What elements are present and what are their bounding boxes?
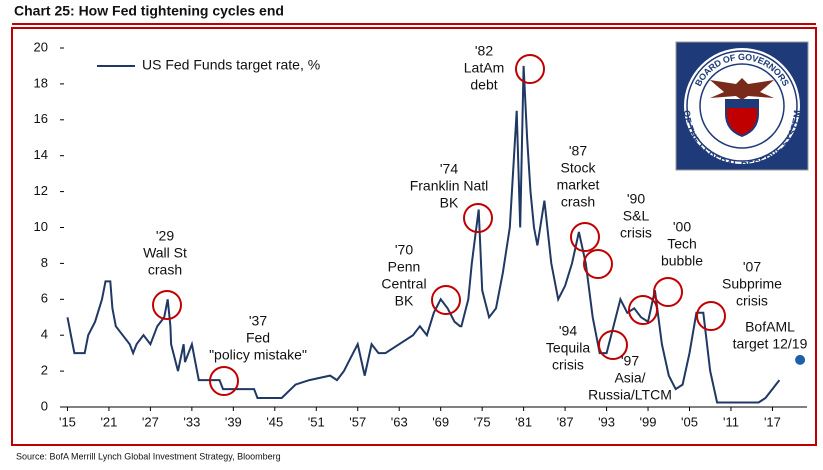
x-tick-label: '75 [474, 414, 491, 429]
y-tick-label: 6 [41, 291, 48, 306]
y-tick-label: 4 [41, 327, 48, 342]
x-tick-label: '81 [515, 414, 532, 429]
annotation: Subprime [722, 276, 782, 292]
annotation: '07 [743, 259, 761, 275]
x-tick-label: '63 [391, 414, 408, 429]
annotation: crisis [736, 293, 768, 309]
x-tick-label: '17 [764, 414, 781, 429]
chart-title: Chart 25: How Fed tightening cycles end [14, 3, 284, 19]
x-tick-label: '39 [225, 414, 242, 429]
annotation: '90 [627, 191, 645, 207]
y-tick-label: 0 [41, 398, 48, 413]
rate-line [66, 65, 781, 404]
x-tick-label: '33 [183, 414, 200, 429]
annotation: '00 [673, 219, 691, 235]
x-tick-label: '45 [266, 414, 283, 429]
y-tick-label: 2 [41, 363, 48, 378]
annotation: Tech [667, 236, 697, 252]
annotation: '94 [559, 323, 577, 339]
annotation: Russia/LTCM [588, 387, 672, 403]
target-dot [795, 354, 806, 365]
annotation: '87 [569, 143, 587, 159]
frame [11, 27, 817, 446]
seal-ring-line [686, 50, 798, 162]
x-tick-label: '87 [557, 414, 574, 429]
annotation: target 12/19 [733, 336, 808, 352]
annotation: debt [470, 77, 497, 93]
highlight-circle [209, 366, 239, 396]
annotation: '29 [156, 228, 174, 244]
y-tick-label: 20 [34, 39, 48, 54]
x-tick-label: '27 [142, 414, 159, 429]
highlight-circle [653, 277, 683, 307]
annotation: '37 [249, 313, 267, 329]
y-tick-label: 10 [34, 219, 48, 234]
x-tick-label: '15 [59, 414, 76, 429]
annotation: Penn [388, 259, 421, 275]
legend-label: US Fed Funds target rate, % [142, 57, 320, 73]
annotation: '82 [475, 43, 493, 59]
highlight-circle [696, 301, 726, 331]
annotation: LatAm [464, 60, 504, 76]
seal: BOARD OF GOVERNORS OF THE FEDERAL RESERV… [675, 41, 809, 171]
annotation: BK [440, 195, 459, 211]
highlight-circle [598, 330, 628, 360]
highlight-circle [628, 295, 658, 325]
x-tick-label: '93 [598, 414, 615, 429]
highlight-circle [463, 203, 493, 233]
seal-eagle [710, 78, 774, 100]
annotation: Asia/ [614, 370, 645, 386]
x-tick-label: '69 [432, 414, 449, 429]
annotation: '70 [395, 242, 413, 258]
annotation: crisis [620, 225, 652, 241]
highlight-circle [431, 285, 461, 315]
annotation: crash [561, 194, 595, 210]
annotation: Wall St [143, 245, 187, 261]
annotation: bubble [661, 253, 703, 269]
annotation: Central [381, 276, 426, 292]
annotation: Franklin Natl [410, 178, 489, 194]
highlight-circle [583, 249, 613, 279]
y-tick-label: 16 [34, 111, 48, 126]
annotation: BK [395, 293, 414, 309]
annotation: Tequila [546, 340, 591, 356]
annotation: S&L [623, 208, 650, 224]
y-tick-label: 18 [34, 75, 48, 90]
annotation: '97 [621, 353, 639, 369]
annotation: market [557, 177, 600, 193]
highlight-circle [515, 54, 545, 84]
x-tick-label: '99 [640, 414, 657, 429]
x-tick-label: '57 [349, 414, 366, 429]
annotation: "policy mistake" [209, 347, 307, 363]
highlight-circle [570, 222, 600, 252]
y-tick-label: 8 [41, 255, 48, 270]
annotation: Fed [246, 330, 270, 346]
x-tick-label: '11 [723, 414, 739, 429]
x-tick-label: '05 [681, 414, 698, 429]
annotation: BofAML [745, 319, 795, 335]
seal-shield-top [726, 100, 758, 108]
seal-shield [725, 99, 759, 138]
source: Source: BofA Merrill Lynch Global Invest… [16, 451, 281, 461]
annotation: crisis [552, 357, 584, 373]
x-tick-label: '51 [308, 414, 325, 429]
annotation: Stock [560, 160, 596, 176]
y-tick-label: 14 [34, 147, 48, 162]
x-tick-label: '21 [100, 414, 117, 429]
y-tick-label: 12 [34, 183, 48, 198]
highlight-circle [152, 290, 182, 320]
annotation: '74 [440, 161, 458, 177]
annotation: crash [148, 262, 182, 278]
